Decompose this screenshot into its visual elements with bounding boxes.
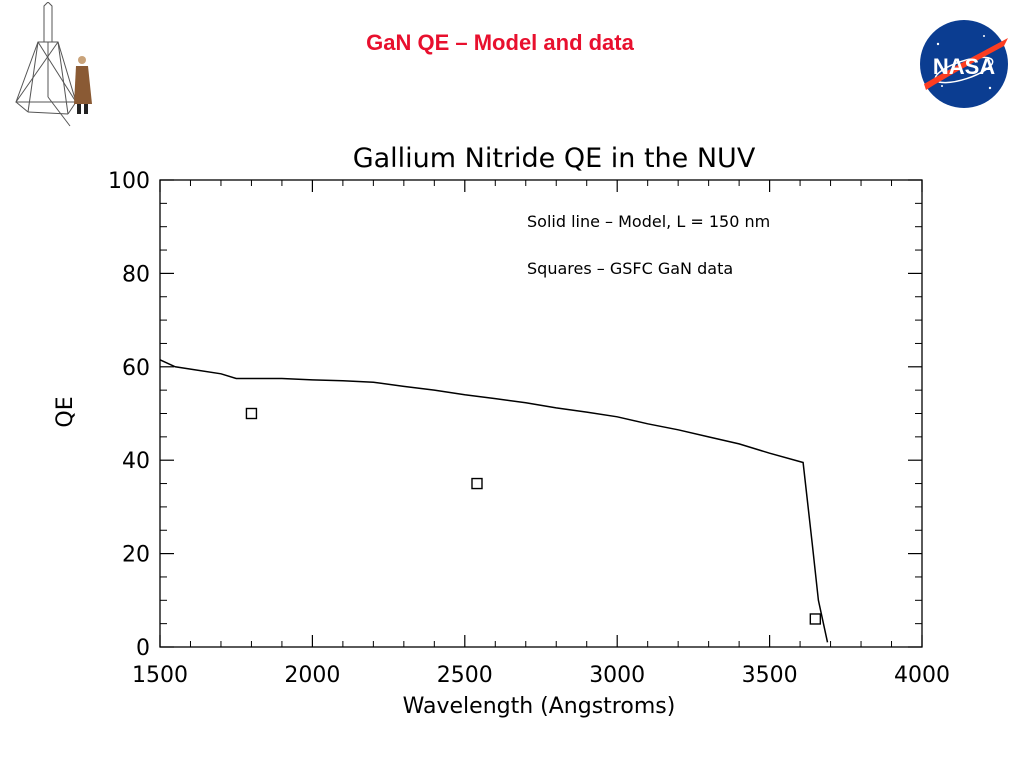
goddard-rocket-icon [15, 2, 92, 127]
y-tick-label: 40 [122, 449, 150, 474]
x-tick-label: 4000 [894, 663, 950, 688]
x-tick-label: 1500 [132, 663, 188, 688]
data-square-marker [471, 477, 483, 490]
x-tick-label: 2500 [437, 663, 493, 688]
y-tick-label: 60 [122, 356, 150, 381]
chart-title: Gallium Nitride QE in the NUV [353, 143, 756, 174]
data-square-marker [809, 613, 822, 625]
annotation-model: Solid line – Model, L = 150 nm [527, 212, 770, 231]
y-tick-label: 80 [122, 262, 150, 287]
x-axis-label: Wavelength (Angstroms) [403, 694, 676, 719]
y-tick-label: 0 [136, 636, 150, 661]
y-axis-label: QE [53, 396, 78, 427]
y-axis-tick-labels: 0 20 40 60 80 100 [108, 169, 150, 661]
nasa-logo-text: NASA [933, 54, 995, 79]
slide-title: GaN QE – Model and data [366, 30, 634, 55]
y-tick-label: 100 [108, 169, 150, 194]
data-square-marker [245, 407, 258, 420]
nasa-meatball-icon: NASA [920, 20, 1008, 108]
y-tick-label: 20 [122, 543, 150, 568]
series-layer [159, 359, 829, 643]
annotation-data: Squares – GSFC GaN data [527, 259, 733, 278]
plot-frame [159, 179, 923, 648]
model-line [159, 359, 829, 643]
x-tick-label: 3500 [742, 663, 798, 688]
x-tick-label: 2000 [284, 663, 340, 688]
x-axis-tick-labels: 1500 2000 2500 3000 3500 4000 [132, 663, 950, 688]
x-tick-label: 3000 [589, 663, 645, 688]
axis-ticks [159, 179, 923, 648]
